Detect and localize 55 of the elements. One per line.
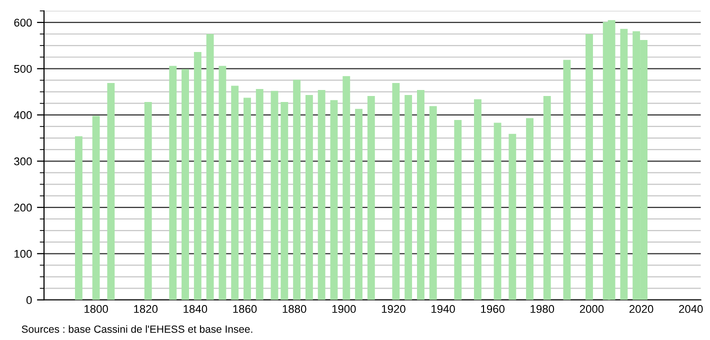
x-tick-label: 1800 <box>84 305 108 313</box>
bar <box>92 116 100 300</box>
y-tick-label: 300 <box>14 157 32 166</box>
x-tick-label: 1980 <box>530 305 554 313</box>
x-tick-label: 2040 <box>679 305 703 313</box>
bar <box>543 96 551 300</box>
bar <box>270 90 278 300</box>
x-tick-label: 1880 <box>282 305 306 313</box>
bar <box>293 80 301 300</box>
bar <box>75 136 82 300</box>
bar <box>305 95 313 300</box>
bar <box>494 122 502 300</box>
bar <box>417 90 424 300</box>
bar <box>454 120 462 300</box>
y-tick-label: 200 <box>14 204 32 212</box>
bar <box>508 134 516 300</box>
bar <box>206 34 214 300</box>
x-tick-label: 1820 <box>134 305 158 313</box>
bar <box>526 118 534 300</box>
bar <box>182 69 189 300</box>
bar <box>429 106 437 300</box>
bar <box>280 102 288 300</box>
bar <box>244 98 251 300</box>
bar <box>318 90 326 300</box>
x-tick-label: 2020 <box>629 305 654 313</box>
bar <box>169 66 177 300</box>
x-tick-label: 1840 <box>184 305 208 313</box>
bar <box>256 89 264 300</box>
bar <box>474 99 482 300</box>
bar <box>342 76 350 300</box>
x-tick-label: 1860 <box>233 305 257 313</box>
x-tick-label: 1960 <box>481 305 505 313</box>
bar <box>563 60 571 300</box>
y-tick-label: 100 <box>14 250 32 258</box>
bar <box>330 100 338 300</box>
y-tick-label: 400 <box>14 111 32 120</box>
bar <box>355 108 362 300</box>
bar <box>144 102 152 300</box>
bar <box>586 34 593 300</box>
bar <box>620 28 628 300</box>
bar <box>392 83 400 300</box>
source-note: Sources : base Cassini de l'EHESS et base Insee. <box>22 325 252 333</box>
y-tick-label: 500 <box>14 64 32 73</box>
bar <box>231 86 239 300</box>
bar <box>367 96 375 300</box>
bar <box>194 52 202 300</box>
x-tick-label: 1940 <box>432 305 455 313</box>
y-tick-label: 600 <box>14 18 32 27</box>
bar <box>107 83 115 300</box>
y-tick-label: 0 <box>26 296 32 304</box>
bar <box>404 95 412 300</box>
bar <box>218 66 226 300</box>
x-tick-label: 1900 <box>332 305 356 313</box>
x-tick-label: 2000 <box>580 305 604 313</box>
x-tick-label: 1920 <box>382 305 406 313</box>
